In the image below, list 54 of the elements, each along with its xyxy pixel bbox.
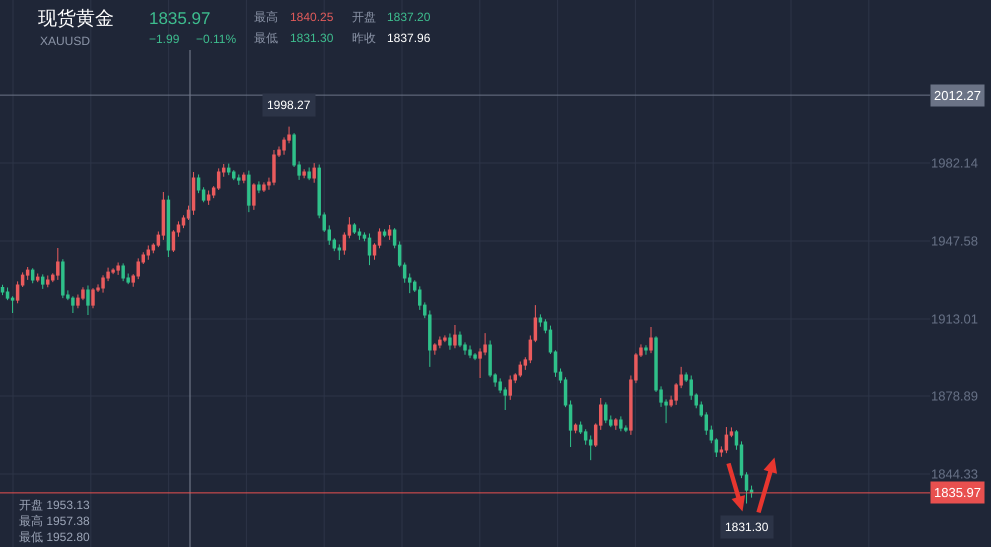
candlestick	[257, 180, 261, 194]
candlestick	[41, 274, 44, 290]
candlestick	[302, 168, 306, 179]
candlestick	[382, 228, 386, 238]
annotation: 1837.96	[387, 31, 431, 45]
candlestick	[307, 166, 311, 181]
annotation: 开盘 1953.13	[19, 498, 90, 512]
annotation: 1998.27	[267, 98, 311, 112]
candlestick	[649, 326, 653, 354]
ref-line-label: 1835.97	[934, 485, 981, 500]
annotation: 最高 1957.38	[19, 514, 90, 528]
annotation: 1831.30	[290, 31, 334, 45]
candlestick	[734, 430, 738, 450]
y-tick-label: 1844.33	[931, 466, 978, 482]
annotation: 开盘	[352, 10, 376, 24]
text: XAUUSD	[40, 34, 90, 48]
text: 现货黄金	[38, 8, 114, 30]
y-tick-label: 1913.01	[931, 312, 978, 327]
candlestick	[182, 214, 186, 229]
candlestick	[574, 422, 578, 434]
candlestick	[463, 342, 467, 356]
annotation: 昨收	[352, 31, 376, 45]
annotation: −1.99	[149, 32, 180, 46]
annotation: 1837.20	[387, 10, 431, 24]
y-tick-label: 1878.89	[931, 388, 978, 404]
y-tick-label: 1982.14	[931, 156, 978, 171]
candlestick	[86, 284, 90, 316]
candlestick	[453, 324, 457, 349]
candlestick	[252, 182, 256, 210]
annotation: 1831.30	[725, 520, 769, 534]
annotation: 1835.97	[149, 9, 210, 28]
candlestick	[368, 233, 372, 266]
annotation: 1840.25	[290, 10, 334, 24]
candlestick	[166, 195, 170, 258]
ref-line-label: 2012.27	[934, 88, 981, 103]
annotation: 最低	[254, 31, 278, 45]
candlestick	[192, 171, 196, 216]
candlestick	[312, 162, 316, 184]
candlestick	[388, 224, 392, 240]
annotation: 最低 1952.80	[19, 530, 90, 544]
candlestick	[36, 273, 40, 283]
candlestick	[91, 288, 95, 309]
candlestick	[242, 172, 246, 184]
candlestick	[448, 333, 452, 350]
candlestick	[554, 350, 558, 378]
annotation: 最高	[254, 10, 278, 24]
candlestick	[644, 344, 648, 356]
candlestick	[614, 418, 618, 430]
y-tick-label: 1947.58	[931, 234, 978, 249]
candlestick	[30, 268, 34, 284]
candlestick	[277, 146, 281, 158]
candlestick	[458, 330, 462, 348]
candlestick	[247, 170, 251, 213]
annotation: −0.11%	[196, 32, 236, 46]
